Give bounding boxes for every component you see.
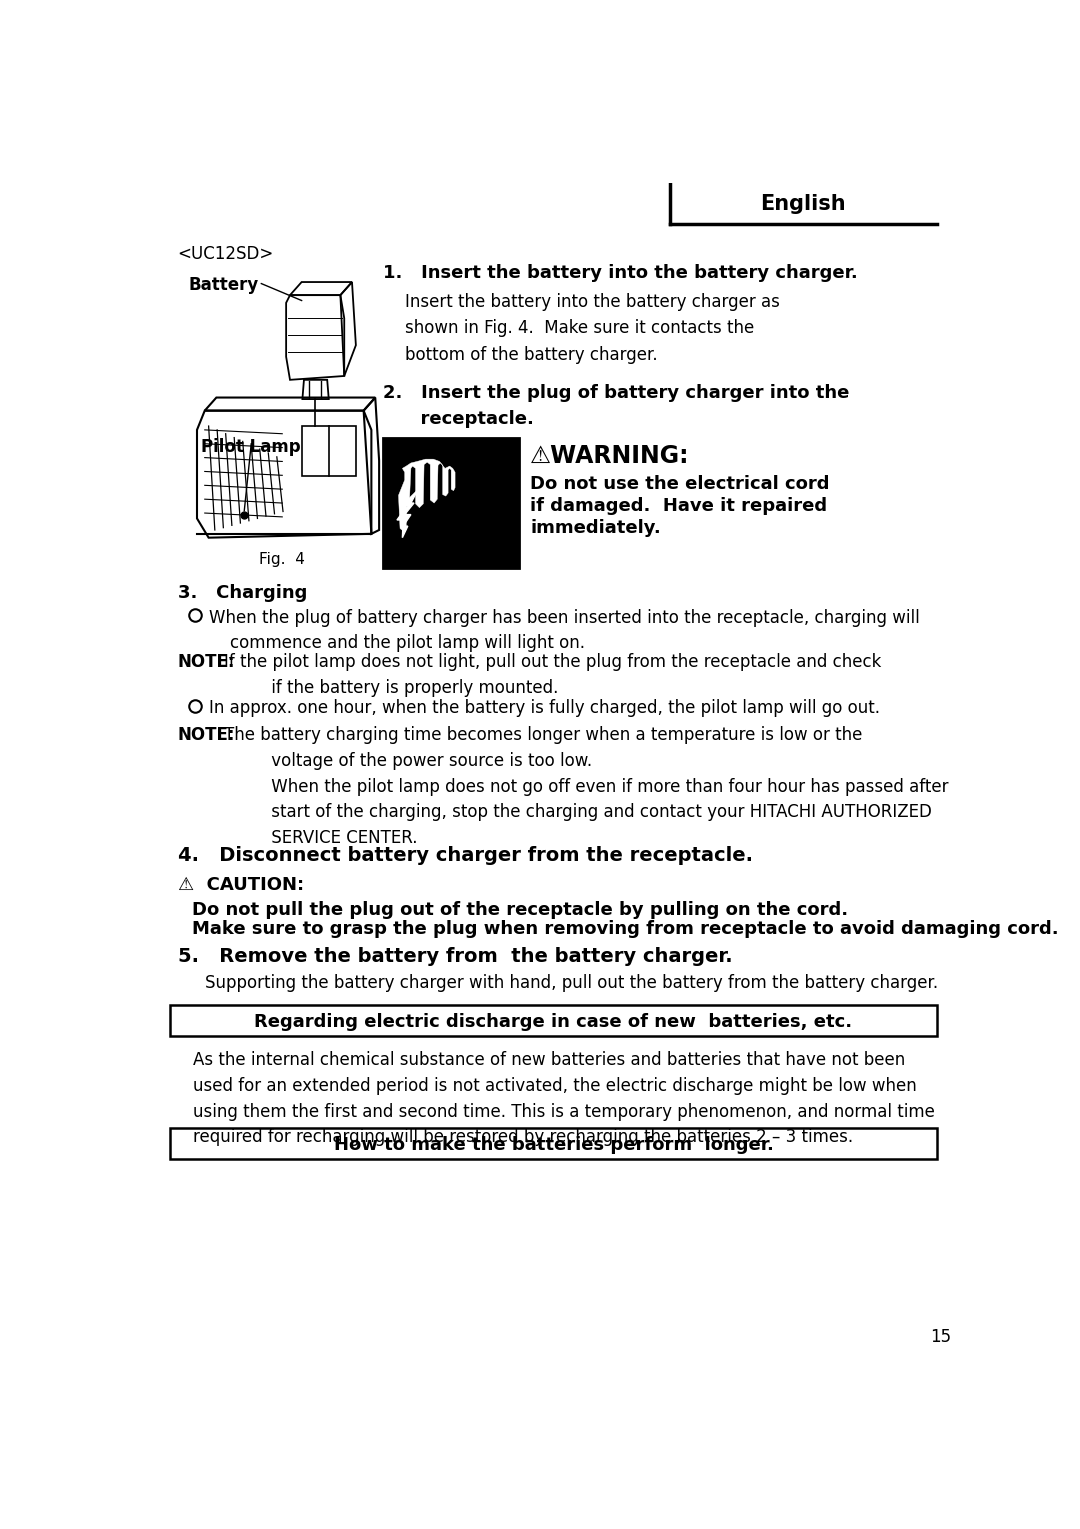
Text: ⚠WARNING:: ⚠WARNING: xyxy=(530,443,690,468)
Text: NOTE:: NOTE: xyxy=(177,653,235,671)
Bar xyxy=(301,427,356,476)
Text: When the plug of battery charger has been inserted into the receptacle, charging: When the plug of battery charger has bee… xyxy=(208,609,919,653)
Text: 15: 15 xyxy=(931,1329,951,1346)
Text: Pilot Lamp: Pilot Lamp xyxy=(201,437,300,456)
Text: How to make the batteries perform  longer.: How to make the batteries perform longer… xyxy=(334,1136,773,1154)
Text: Supporting the battery charger with hand, pull out the battery from the battery : Supporting the battery charger with hand… xyxy=(205,974,937,992)
Text: 1.   Insert the battery into the battery charger.: 1. Insert the battery into the battery c… xyxy=(383,265,858,283)
Text: English: English xyxy=(760,194,846,214)
Text: ⚠  CAUTION:: ⚠ CAUTION: xyxy=(177,876,303,894)
Bar xyxy=(170,1005,937,1035)
Text: 3.   Charging: 3. Charging xyxy=(177,584,307,602)
Text: Do not use the electrical cord: Do not use the electrical cord xyxy=(530,474,829,492)
Text: Fig.  4: Fig. 4 xyxy=(259,552,306,567)
Text: immediately.: immediately. xyxy=(530,520,661,537)
Text: NOTE:: NOTE: xyxy=(177,726,235,745)
Polygon shape xyxy=(393,457,499,561)
Bar xyxy=(670,183,937,223)
Text: Battery: Battery xyxy=(189,275,259,294)
Text: Do not pull the plug out of the receptacle by pulling on the cord.: Do not pull the plug out of the receptac… xyxy=(191,901,848,919)
Text: 5.   Remove the battery from  the battery charger.: 5. Remove the battery from the battery c… xyxy=(177,948,732,966)
Text: <UC12SD>: <UC12SD> xyxy=(177,245,274,263)
Text: 4.   Disconnect battery charger from the receptacle.: 4. Disconnect battery charger from the r… xyxy=(177,846,753,865)
Text: In approx. one hour, when the battery is fully charged, the pilot lamp will go o: In approx. one hour, when the battery is… xyxy=(208,699,879,717)
Text: If the pilot lamp does not light, pull out the plug from the receptacle and chec: If the pilot lamp does not light, pull o… xyxy=(225,653,881,697)
Text: if damaged.  Have it repaired: if damaged. Have it repaired xyxy=(530,497,827,515)
Polygon shape xyxy=(397,489,418,538)
Text: Insert the battery into the battery charger as
shown in Fig. 4.  Make sure it co: Insert the battery into the battery char… xyxy=(405,294,780,364)
Text: Make sure to grasp the plug when removing from receptacle to avoid damaging cord: Make sure to grasp the plug when removin… xyxy=(191,920,1058,939)
Text: As the internal chemical substance of new batteries and batteries that have not : As the internal chemical substance of ne… xyxy=(193,1052,935,1147)
Bar xyxy=(170,1128,937,1159)
Text: Regarding electric discharge in case of new  batteries, etc.: Regarding electric discharge in case of … xyxy=(255,1014,852,1031)
Polygon shape xyxy=(399,459,455,532)
Text: The battery charging time becomes longer when a temperature is low or the
      : The battery charging time becomes longer… xyxy=(225,726,948,847)
Bar xyxy=(383,437,518,569)
Text: 2.   Insert the plug of battery charger into the
      receptacle.: 2. Insert the plug of battery charger in… xyxy=(383,384,849,428)
